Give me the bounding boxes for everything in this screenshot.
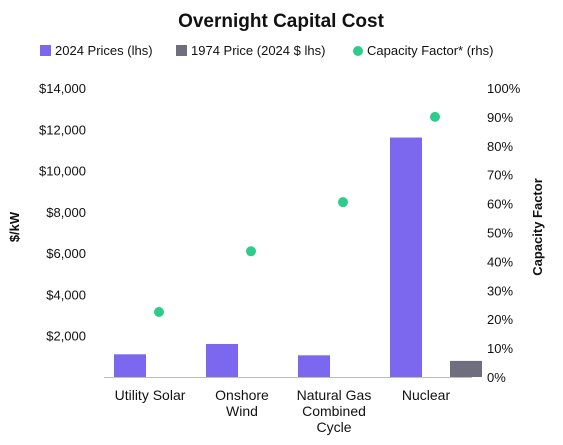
legend: 2024 Prices (lhs) 1974 Price (2024 $ lhs)…: [40, 43, 493, 58]
x-category-label-natural-gas-combined-cycle: Natural Gas Combined Cycle: [297, 387, 372, 435]
point-capacity-factor-natural-gas-combined-cycle: [338, 197, 348, 208]
y-right-tick-label: 0%: [487, 370, 506, 385]
bar-2024-prices-lhs-nuclear: [390, 137, 422, 377]
legend-swatch-2024-prices-lhs: [40, 45, 51, 56]
bar-2024-prices-lhs-onshore-wind: [206, 343, 238, 377]
y-right-tick-label: 80%: [487, 139, 513, 154]
x-category-label-line: Onshore: [215, 387, 269, 403]
y-right-tick-labels: 0% 10% 20% 30% 40% 50% 60% 70% 80% 90% 100%: [487, 81, 521, 385]
x-category-label-utility-solar: Utility Solar: [115, 387, 186, 403]
x-category-label-line: Wind: [226, 403, 258, 419]
bar-2024-prices-lhs-utility-solar: [114, 354, 146, 377]
point-capacity-factor-onshore-wind: [246, 246, 256, 257]
y-left-axis-title: $/kW: [7, 211, 22, 242]
y-right-tick-label: 20%: [487, 312, 513, 327]
y-right-tick-label: 50%: [487, 226, 513, 241]
y-right-tick-label: 100%: [487, 81, 521, 96]
capacity-factor-points: [154, 111, 440, 317]
legend-label-2024-prices-lhs: 2024 Prices (lhs): [55, 43, 153, 58]
x-category-label-nuclear: Nuclear: [402, 387, 451, 403]
y-right-tick-label: 10%: [487, 341, 513, 356]
point-capacity-factor-nuclear: [430, 111, 440, 122]
x-category-label-line: Natural Gas: [297, 387, 372, 403]
y-right-tick-label: 60%: [487, 197, 513, 212]
y-left-tick-label: $4,000: [46, 287, 86, 302]
legend-swatch-1974-price-2024-lhs: [176, 45, 187, 56]
point-capacity-factor-utility-solar: [154, 306, 164, 317]
legend-label-capacity-factor-rhs: Capacity Factor* (rhs): [367, 43, 493, 58]
y-right-tick-label: 40%: [487, 254, 513, 269]
y-left-tick-labels: $2,000 $4,000 $6,000 $8,000 $10,000 $12,000 $1…: [39, 81, 86, 344]
x-category-label-line: Nuclear: [402, 387, 451, 403]
y-left-tick-label: $10,000: [39, 164, 86, 179]
bar-1974-price-2024-lhs-nuclear: [450, 360, 482, 377]
chart-title: Overnight Capital Cost: [178, 11, 385, 32]
x-category-label-line: Utility Solar: [115, 387, 186, 403]
y-right-tick-label: 30%: [487, 283, 513, 298]
x-category-label-line: Cycle: [316, 419, 351, 435]
legend-label-1974-price-2024-lhs: 1974 Price (2024 $ lhs): [191, 43, 325, 58]
bars: [114, 137, 482, 377]
y-left-tick-label: $6,000: [46, 246, 86, 261]
legend-swatch-capacity-factor-rhs: [353, 46, 363, 56]
y-left-tick-label: $14,000: [39, 81, 86, 96]
y-left-tick-label: $12,000: [39, 122, 86, 137]
x-category-label-line: Combined: [302, 403, 366, 419]
y-right-tick-label: 70%: [487, 168, 513, 183]
y-left-tick-label: $8,000: [46, 205, 86, 220]
y-right-tick-label: 90%: [487, 110, 513, 125]
y-right-axis-title: Capacity Factor: [530, 178, 545, 276]
y-left-tick-label: $2,000: [46, 329, 86, 344]
category-labels: Utility Solar Onshore Wind Natural Gas Combi…: [115, 387, 451, 435]
x-category-label-onshore-wind: Onshore Wind: [215, 387, 269, 419]
bar-2024-prices-lhs-natural-gas-combined-cycle: [298, 355, 330, 377]
